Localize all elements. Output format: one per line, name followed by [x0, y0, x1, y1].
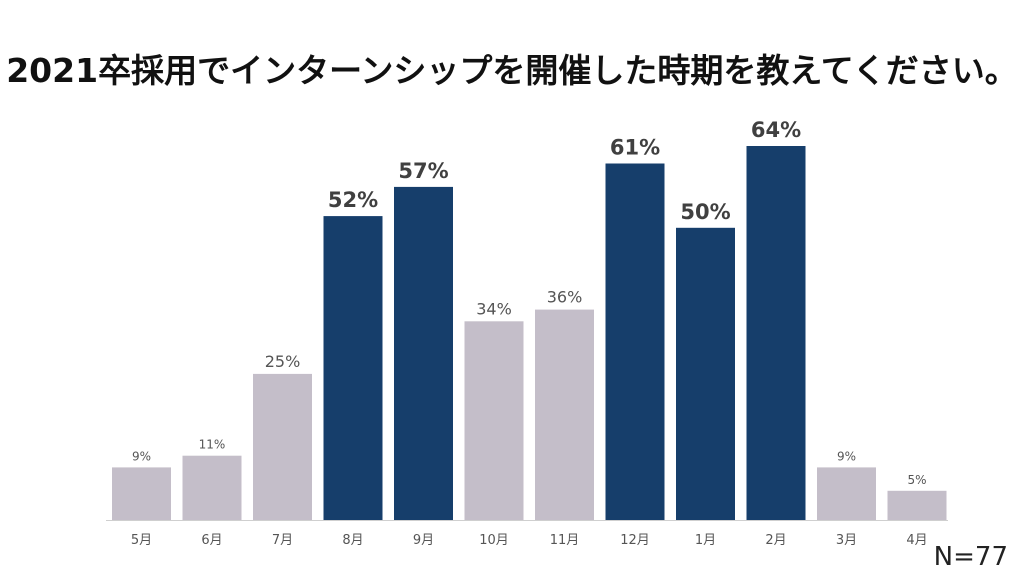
x-tick-label: 7月	[272, 533, 293, 548]
bar-value-label: 61%	[610, 136, 660, 160]
bar-2	[182, 455, 242, 520]
x-tick-label: 3月	[836, 533, 857, 548]
bar-value-label: 52%	[328, 188, 378, 212]
x-tick-label: 9月	[413, 533, 434, 548]
bar-value-label: 11%	[199, 438, 226, 452]
bar-value-label: 36%	[547, 288, 583, 307]
bar-7	[535, 309, 594, 520]
x-tick-label: 4月	[906, 533, 927, 548]
bar-value-label: 5%	[907, 473, 926, 487]
x-tick-label: 6月	[201, 533, 222, 548]
x-tick-label: 2月	[765, 533, 786, 548]
bar-value-label: 57%	[398, 159, 448, 183]
x-tick-label: 10月	[479, 533, 509, 548]
bar-10	[746, 146, 806, 520]
bar-3	[253, 373, 312, 520]
bar-value-label: 9%	[132, 449, 151, 463]
bar-9	[676, 227, 735, 521]
bar-4	[323, 216, 383, 520]
x-tick-label: 8月	[342, 533, 363, 548]
bar-6	[464, 321, 524, 520]
x-tick-label: 5月	[131, 533, 152, 548]
x-tick-label: 11月	[550, 533, 580, 548]
sample-size-label: N=77	[933, 542, 1008, 572]
bar-12	[887, 490, 947, 520]
bar-8	[605, 163, 665, 520]
bar-value-label: 64%	[751, 118, 801, 142]
bar-1	[112, 467, 171, 520]
x-tick-label: 12月	[620, 533, 650, 548]
bar-value-label: 9%	[837, 449, 856, 463]
bar-value-label: 34%	[476, 299, 512, 318]
bar-value-label: 25%	[265, 352, 301, 371]
bar-5	[394, 186, 453, 520]
x-tick-label: 1月	[695, 533, 716, 548]
bar-value-label: 50%	[680, 200, 730, 224]
bar-11	[817, 467, 876, 520]
chart-title: 2021卒採用でインターンシップを開催した時期を教えてください。	[6, 51, 1018, 90]
